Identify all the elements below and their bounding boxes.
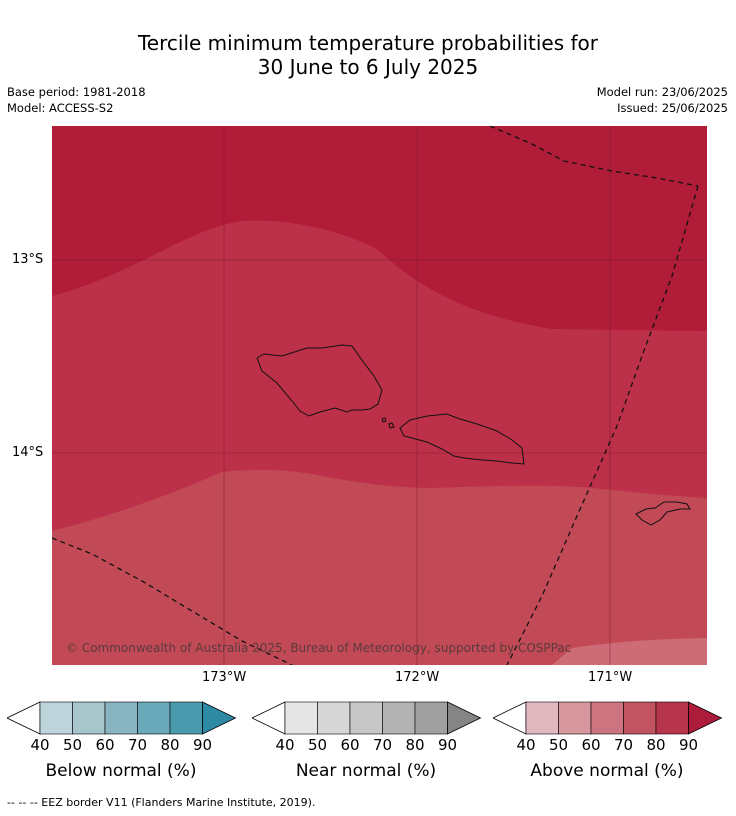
model-name: Model: ACCESS-S2 <box>7 101 114 115</box>
colorbar-swatch <box>623 701 657 735</box>
colorbar-under-arrow <box>7 701 41 735</box>
region-70 <box>52 469 707 665</box>
manono-island <box>381 417 395 429</box>
title-line-1: Tercile minimum temperature probabilitie… <box>137 31 599 55</box>
meta-right: Model run: 23/06/2025 Issued: 25/06/2025 <box>597 84 728 116</box>
colorbar-tick-label: 90 <box>192 736 213 754</box>
issued-date: Issued: 25/06/2025 <box>617 101 728 115</box>
colorbar-tick-label: 90 <box>437 736 458 754</box>
title-line-2: 30 June to 6 July 2025 <box>257 55 479 79</box>
lat-label-14s: 14°S <box>12 445 44 460</box>
eez-border-north <box>489 126 699 187</box>
below-normal-colorbar-title: Below normal (%) <box>45 761 197 781</box>
below-normal-colorbar <box>7 701 237 735</box>
colorbar-tick-label: 60 <box>340 736 360 754</box>
colorbar-under-arrow <box>252 701 286 735</box>
lat-label-13s: 13°S <box>12 252 44 267</box>
colorbar-swatch <box>655 701 689 735</box>
region-60 <box>552 638 707 665</box>
colorbar-over-arrow <box>447 701 482 735</box>
colorbar-tick-label: 70 <box>372 736 393 754</box>
colorbar-tick-label: 50 <box>307 736 328 754</box>
colorbar-swatch <box>317 701 351 735</box>
eez-borders <box>52 126 699 665</box>
colorbar-swatch <box>137 701 171 735</box>
colorbar-swatch <box>349 701 383 735</box>
colorbar-tick-label: 40 <box>516 736 536 754</box>
colorbar-under-arrow <box>493 701 527 735</box>
colorbar-swatch <box>72 701 106 735</box>
colorbar-tick-label: 60 <box>95 736 115 754</box>
colorbar-tick-label: 80 <box>646 736 666 754</box>
colorbar-swatch <box>39 701 73 735</box>
copyright-notice: © Commonwealth of Australia 2025, Bureau… <box>66 641 572 655</box>
colorbar-swatch <box>414 701 448 735</box>
colorbar-tick-label: 50 <box>62 736 83 754</box>
colorbar-swatch <box>525 701 559 735</box>
near-normal-colorbar <box>252 701 482 735</box>
near-normal-colorbar-title: Near normal (%) <box>295 761 437 781</box>
grid-lines <box>52 126 707 665</box>
colorbar-swatch <box>558 701 592 735</box>
lon-label-172w: 172°W <box>395 670 440 685</box>
upolu-island <box>399 413 525 465</box>
base-period: Base period: 1981-2018 <box>7 85 146 99</box>
map-title: Tercile minimum temperature probabilitie… <box>0 31 736 79</box>
lon-label-171w: 171°W <box>588 670 633 685</box>
colorbar-tick-label: 50 <box>548 736 569 754</box>
colorbar-swatch <box>382 701 416 735</box>
colorbar-tick-label: 90 <box>678 736 699 754</box>
lon-label-173w: 173°W <box>202 670 247 685</box>
colorbar-over-arrow <box>688 701 723 735</box>
eez-border-east <box>506 185 699 665</box>
colorbar-tick-label: 70 <box>613 736 634 754</box>
savaii-island <box>256 344 383 417</box>
colorbar-tick-label: 80 <box>160 736 180 754</box>
above-normal-colorbar-title: Above normal (%) <box>530 761 684 781</box>
tutuila-island <box>635 501 691 526</box>
colorbar-swatch <box>169 701 203 735</box>
colorbar-swatch <box>104 701 138 735</box>
colorbar-tick-label: 40 <box>30 736 50 754</box>
colorbar-tick-label: 70 <box>127 736 148 754</box>
colorbar-tick-label: 80 <box>405 736 425 754</box>
colorbar-tick-label: 60 <box>581 736 601 754</box>
map-panel: © Commonwealth of Australia 2025, Bureau… <box>52 126 707 665</box>
colorbar-swatch <box>284 701 318 735</box>
colorbar-swatch <box>590 701 624 735</box>
model-run: Model run: 23/06/2025 <box>596 85 728 99</box>
colorbar-tick-label: 40 <box>275 736 295 754</box>
colorbar-over-arrow <box>202 701 237 735</box>
eez-footer-note: -- -- -- EEZ border V11 (Flanders Marine… <box>7 796 316 809</box>
eez-border-west <box>52 537 293 665</box>
map-svg <box>52 126 707 665</box>
above-normal-colorbar <box>493 701 723 735</box>
meta-left: Base period: 1981-2018 Model: ACCESS-S2 <box>7 84 146 116</box>
